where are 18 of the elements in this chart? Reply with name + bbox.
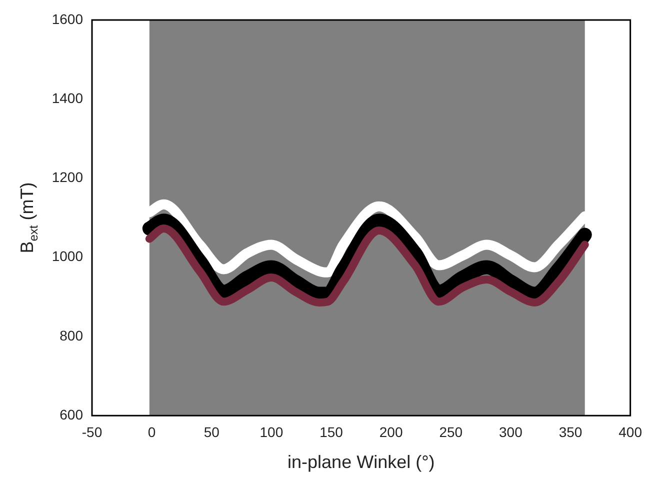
y-tick-label: 1200: [52, 169, 84, 186]
x-tick-label: 300: [499, 424, 523, 440]
y-tick-label: 1600: [52, 10, 84, 27]
y-axis-title: Bext (mT): [16, 182, 40, 254]
x-tick-label: 0: [148, 424, 156, 440]
x-tick-label: 100: [260, 424, 284, 440]
x-tick-label: 50: [204, 424, 220, 440]
x-tick-label: 350: [558, 424, 582, 440]
x-axis-title: in-plane Winkel (°): [288, 452, 435, 472]
y-tick-label: 1400: [52, 90, 84, 106]
y-tick-label: 1000: [52, 248, 84, 264]
x-tick-label: -50: [82, 424, 102, 440]
x-tick-label: 250: [439, 424, 463, 440]
x-tick-label: 200: [379, 424, 403, 440]
x-tick-label: 400: [618, 424, 642, 440]
y-tick-label: 600: [60, 406, 84, 422]
y-tick-label: 800: [60, 327, 84, 344]
x-tick-label: 150: [320, 424, 344, 440]
